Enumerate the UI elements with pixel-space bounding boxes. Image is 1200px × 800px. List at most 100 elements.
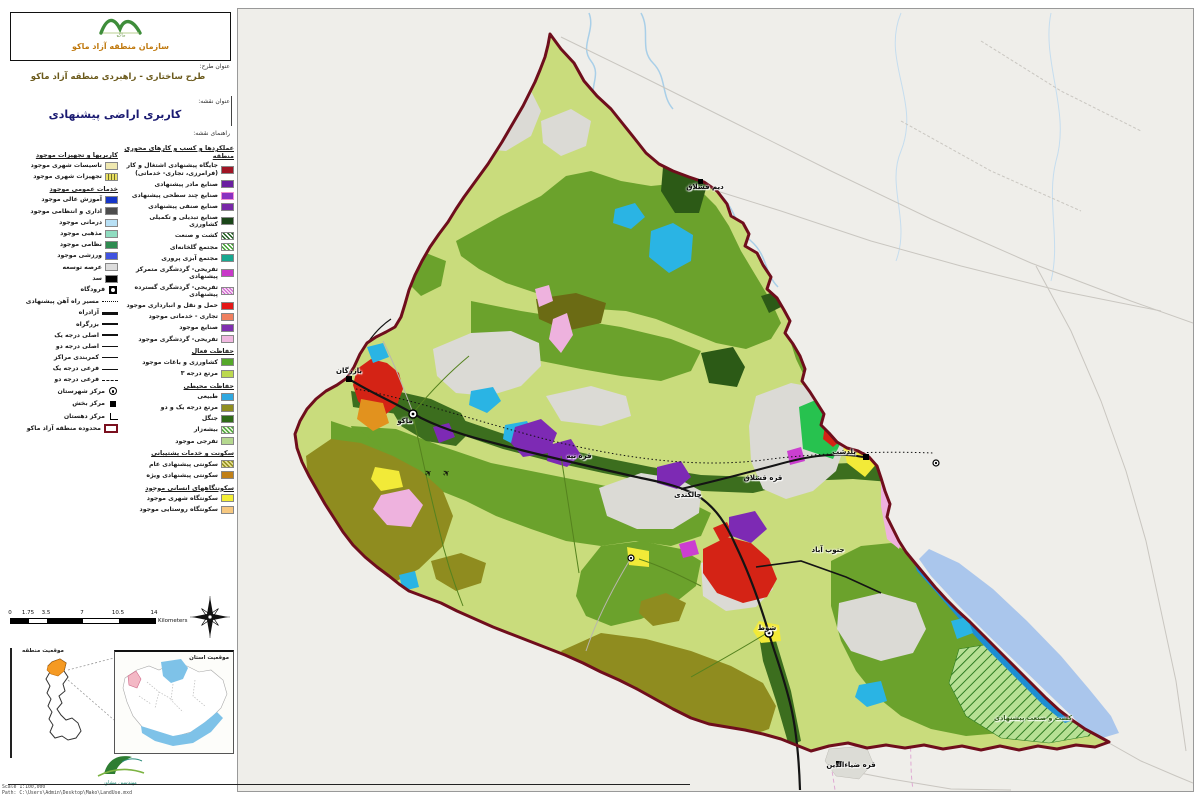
legend-item: تفریحی- گردشگری گسترده پیشنهادی — [120, 284, 234, 299]
color-swatch — [221, 217, 234, 226]
color-swatch — [105, 218, 118, 227]
sidebar: ماكو سازمان منطقه آزاد ماکو عنوان طرح: ط… — [0, 0, 690, 800]
color-swatch — [221, 403, 234, 412]
legend-label: عملکردها و کسب و کارهای محوری منطقه — [124, 144, 234, 160]
color-swatch — [105, 229, 118, 238]
line-swatch — [102, 368, 118, 370]
legend-label: تجهیزات شهری موجود — [33, 173, 102, 181]
line-swatch — [102, 311, 118, 315]
color-swatch — [221, 460, 234, 469]
line-swatch — [102, 379, 118, 381]
legend-item: فرودگاه — [2, 285, 118, 295]
legend-section-header: سکونتگاههای انسانی موجود — [120, 484, 234, 492]
legend-section-header: حفاظت محیطی — [120, 382, 234, 391]
legend-label: مرتع درجه ۳ — [180, 369, 218, 377]
legend-label: جایگاه پیشنهادی اشتغال و کار (فرامرزی، ت… — [126, 162, 218, 177]
color-swatch — [221, 335, 234, 344]
legend-item: اصلی درجه یک — [2, 331, 118, 339]
region-highlight — [46, 658, 67, 677]
legend-item: آزادراه — [2, 309, 118, 317]
legend-item: حمل و نقل و انبارداری موجود — [120, 301, 234, 310]
legend-label: جنگل — [201, 415, 218, 423]
legend-label: سد — [92, 274, 102, 282]
legend-label: ورزشی موجود — [57, 252, 102, 260]
color-swatch — [221, 471, 234, 480]
legend-label: سکونتگاه شهری موجود — [146, 494, 218, 502]
legend-label: فرعی درجه یک — [52, 365, 99, 373]
footer-scale-text: Scale 1:100,000 — [2, 785, 46, 790]
legend-item: تاسیسات شهری موجود — [2, 162, 118, 170]
legend-item: آموزش عالی موجود — [2, 196, 118, 205]
legend-item: صنایع تبدیلی و تکمیلی کشاورزی — [120, 214, 234, 229]
boundary-swatch — [104, 423, 118, 433]
legend-item: کمربندی مراکز — [2, 354, 118, 362]
color-swatch — [221, 180, 234, 189]
province-highlight — [127, 670, 142, 689]
reservoir-halo — [919, 549, 1119, 739]
legend-label: مرکز دهستان — [63, 412, 105, 420]
legend-label: حمل و نقل و انبارداری موجود — [126, 302, 218, 310]
color-swatch — [221, 254, 234, 263]
org-logo-box: ماكو سازمان منطقه آزاد ماکو — [10, 12, 231, 61]
inset-region-label: موقعیت منطقه — [22, 648, 64, 654]
legend-label: صنایع چند سطحی پیشنهادی — [131, 191, 218, 199]
color-swatch — [105, 252, 118, 261]
color-swatch — [221, 392, 234, 401]
legend-label: عرصه توسعه — [62, 263, 103, 271]
caspian-sea — [161, 659, 188, 683]
legend-item: اداری و انتظامی موجود — [2, 207, 118, 216]
legend-label: مسیر راه آهن پیشنهادی — [25, 298, 99, 306]
legend-item: درمانی موجود — [2, 218, 118, 227]
persian-gulf — [141, 712, 223, 746]
legend-item: تفریحی- گردشگری متمرکز پیشنهادی — [120, 266, 234, 281]
color-swatch — [105, 173, 118, 182]
legend-item: عرصه توسعه — [2, 263, 118, 272]
color-swatch — [221, 358, 234, 367]
legend-label: تفریحی- گردشگری موجود — [138, 335, 218, 343]
legend-label: تاسیسات شهری موجود — [30, 162, 102, 170]
legend-label: اصلی درجه یک — [54, 331, 99, 339]
legend-item: تفریحی- گردشگری موجود — [120, 335, 234, 344]
line-swatch — [102, 301, 118, 303]
color-swatch — [221, 494, 234, 503]
bracket-icon — [108, 412, 118, 421]
legend-label: بزرگراه — [76, 320, 99, 328]
legend-label: تفریحی- گردشگری متمرکز پیشنهادی — [135, 265, 218, 281]
legend-section-header: حفاظت فعال — [120, 348, 234, 356]
legend-item: سکونتی پیشنهادی ویژه — [120, 471, 234, 480]
legend-label: درمانی موجود — [59, 218, 102, 226]
color-swatch — [221, 369, 234, 378]
legend-label: تفرجی موجود — [175, 437, 218, 445]
legend-item: صنایع مادر پیشنهادی — [120, 180, 234, 189]
province-outline — [45, 658, 82, 741]
consultant-name: مهندسین مشاور — [103, 780, 137, 786]
legend-item: صنایع موجود — [120, 324, 234, 333]
line-swatch — [102, 323, 118, 326]
color-swatch — [105, 207, 118, 216]
legend-label: آموزش عالی موجود — [41, 196, 102, 204]
footer-path-text: Path: C:\Users\Admin\Desktop\Mako\LandUs… — [2, 791, 132, 796]
legend-label: فرعی درجه دو — [54, 376, 99, 384]
legend-item: مسیر راه آهن پیشنهادی — [2, 298, 118, 306]
legend-label: کاربریها و تجهیزات موجود — [35, 151, 118, 160]
legend-item: بزرگراه — [2, 320, 118, 328]
legend-label: مجتمع گلخانه‌ای — [169, 243, 218, 251]
scale-tick: 14 — [150, 610, 158, 616]
scale-tick: 0 — [8, 610, 12, 616]
legend-label: مذهبی موجود — [60, 230, 102, 238]
legend-label: سکونتی پیشنهادی ویژه — [146, 471, 218, 479]
color-swatch — [221, 202, 234, 211]
iran-map — [122, 659, 228, 746]
legend-item: صنایع چند سطحی پیشنهادی — [120, 191, 234, 200]
legend-item: جنگل — [120, 414, 234, 423]
railway — [355, 388, 934, 464]
color-swatch — [221, 301, 234, 310]
legend-item: فرعی درجه دو — [2, 376, 118, 384]
color-swatch — [221, 505, 234, 514]
color-swatch — [221, 232, 234, 241]
legend-item: تجاری - خدماتی موجود — [120, 312, 234, 321]
legend-label: مرکز بخش — [72, 400, 105, 408]
line-swatch — [102, 334, 118, 337]
scale-tick: 1.75 — [21, 610, 35, 616]
